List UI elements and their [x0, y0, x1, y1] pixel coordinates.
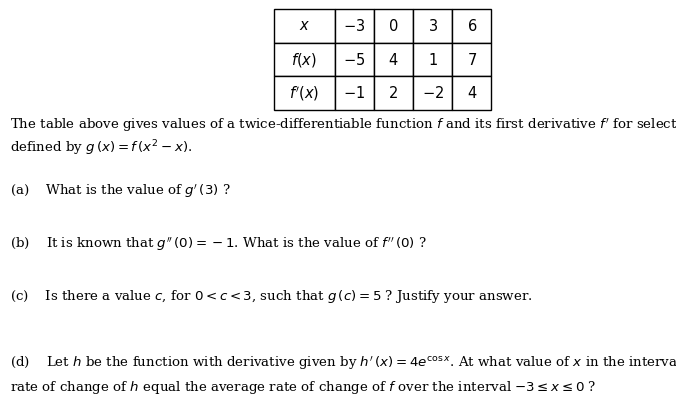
Text: $-5$: $-5$ [343, 52, 365, 67]
Bar [413, 43, 452, 76]
Bar [452, 43, 491, 76]
Bar [274, 76, 335, 110]
Bar [452, 76, 491, 110]
Text: (b)    It is known that $g''\,(0) = -1$. What is the value of $f''\,(0)$ ?: (b) It is known that $g''\,(0) = -1$. Wh… [10, 236, 427, 253]
Text: (a)    What is the value of $g'\,(3)$ ?: (a) What is the value of $g'\,(3)$ ? [10, 182, 231, 200]
Text: $0$: $0$ [388, 18, 399, 34]
Text: $-1$: $-1$ [343, 85, 365, 101]
Text: $3$: $3$ [428, 18, 437, 34]
Text: $\mathit{x}$: $\mathit{x}$ [299, 19, 310, 33]
Bar [452, 9, 491, 43]
Bar [413, 76, 452, 110]
Text: $7$: $7$ [467, 52, 477, 67]
Text: (d)    Let $h$ be the function with derivative given by $h'\,(x) = 4e^{\cos x}$.: (d) Let $h$ be the function with derivat… [10, 355, 676, 372]
Bar [413, 9, 452, 43]
Text: $6$: $6$ [466, 18, 477, 34]
Text: $-3$: $-3$ [343, 18, 365, 34]
Bar [374, 9, 413, 43]
Text: $2$: $2$ [389, 85, 398, 101]
Text: (c)    Is there a value $c$, for $0 < c < 3$, such that $g\,(c) = 5$ ? Justify y: (c) Is there a value $c$, for $0 < c < 3… [10, 288, 533, 305]
Text: $1$: $1$ [428, 52, 437, 67]
Text: $f'(x)$: $f'(x)$ [289, 84, 319, 103]
Bar [335, 9, 374, 43]
Bar [374, 43, 413, 76]
Text: $4$: $4$ [388, 52, 399, 67]
Text: $4$: $4$ [466, 85, 477, 101]
Bar [274, 9, 335, 43]
Text: The table above gives values of a twice-differentiable function $f$ and its firs: The table above gives values of a twice-… [10, 117, 676, 134]
Bar [335, 76, 374, 110]
Text: $f(x)$: $f(x)$ [291, 51, 317, 69]
Bar [335, 43, 374, 76]
Bar [274, 43, 335, 76]
Text: defined by $g\,(x) = f\,(x^2 - x)$.: defined by $g\,(x) = f\,(x^2 - x)$. [10, 138, 193, 158]
Text: rate of change of $h$ equal the average rate of change of $f$ over the interval : rate of change of $h$ equal the average … [10, 379, 596, 396]
Bar [374, 76, 413, 110]
Text: $-2$: $-2$ [422, 85, 443, 101]
